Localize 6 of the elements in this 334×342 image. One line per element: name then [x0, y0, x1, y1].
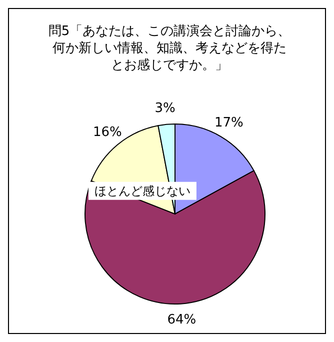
data-label: 64%	[167, 312, 196, 328]
slice-label: ほとんど感じない	[94, 184, 190, 198]
data-label: 16%	[92, 124, 122, 140]
chart-title: 問5「あなたは、この講演会と討論から、何か新しい情報、知識、考えなどを得たとお感じですか。」	[47, 23, 292, 74]
data-label: 3%	[154, 100, 176, 116]
data-label: 17%	[214, 115, 244, 130]
